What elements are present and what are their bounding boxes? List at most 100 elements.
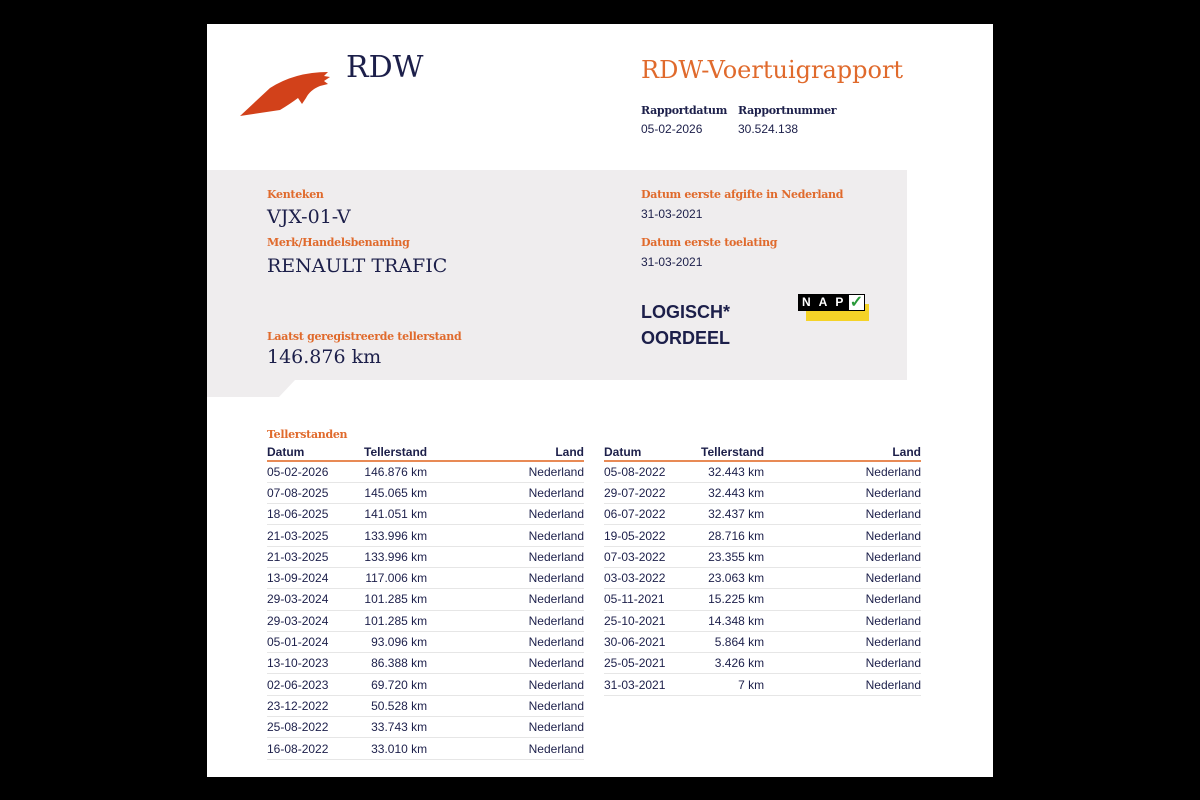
date-cell: 31-03-2021 (604, 673, 701, 696)
column-header: Tellerstand (364, 445, 428, 462)
check-icon: ✓ (848, 294, 865, 311)
reading-cell: 86.388 km (364, 652, 428, 675)
reading-cell: 93.096 km (364, 631, 428, 654)
date-cell: 02-06-2023 (267, 673, 364, 696)
odometer-value: 146.876 km (267, 346, 382, 368)
country-cell: Nederland (427, 567, 584, 590)
date-cell: 21-03-2025 (267, 546, 364, 568)
plate-value: VJX-01-V (267, 206, 351, 228)
date-cell: 29-03-2024 (267, 588, 364, 611)
reading-cell: 117.006 km (364, 567, 428, 590)
reading-cell: 15.225 km (701, 588, 765, 611)
date-cell: 07-03-2022 (604, 546, 701, 568)
table-row: 07-03-2022 23.355 km Nederland (604, 546, 921, 568)
country-cell: Nederland (764, 461, 921, 483)
column-header: Datum (604, 445, 701, 462)
date-cell: 03-03-2022 (604, 567, 701, 590)
first-admission-value: 31-03-2021 (641, 255, 703, 269)
date-cell: 05-01-2024 (267, 631, 364, 654)
column-header: Land (427, 445, 584, 462)
country-cell: Nederland (764, 482, 921, 505)
country-cell: Nederland (427, 461, 584, 483)
date-cell: 25-05-2021 (604, 652, 701, 675)
table-header: Datum Tellerstand Land (267, 445, 584, 462)
date-cell: 29-07-2022 (604, 482, 701, 505)
country-cell: Nederland (427, 588, 584, 611)
table-row: 19-05-2022 28.716 km Nederland (604, 524, 921, 547)
rdw-wing-logo-icon (240, 72, 330, 116)
nap-badge-icon: NAP ✓ (798, 294, 869, 321)
date-cell: 25-08-2022 (267, 716, 364, 739)
table-row: 25-10-2021 14.348 km Nederland (604, 610, 921, 632)
date-cell: 05-02-2026 (267, 461, 364, 483)
reading-cell: 23.355 km (701, 546, 765, 568)
reading-cell: 133.996 km (364, 524, 428, 547)
country-cell: Nederland (427, 524, 584, 547)
column-header: Tellerstand (701, 445, 765, 462)
reading-cell: 69.720 km (364, 673, 428, 696)
reading-cell: 32.443 km (701, 461, 765, 483)
report-page: RDW RDW-Voertuigrapport Rapportdatum 05-… (207, 24, 993, 777)
date-cell: 25-10-2021 (604, 610, 701, 632)
column-header: Land (764, 445, 921, 462)
reading-cell: 146.876 km (364, 461, 428, 483)
date-cell: 05-11-2021 (604, 588, 701, 611)
report-date: 05-02-2026 (641, 122, 703, 136)
table-row: 23-12-2022 50.528 km Nederland (267, 695, 584, 718)
table-row: 05-02-2026 146.876 km Nederland (267, 461, 584, 483)
country-cell: Nederland (427, 695, 584, 718)
table-row: 21-03-2025 133.996 km Nederland (267, 524, 584, 547)
column-header: Datum (267, 445, 364, 462)
reading-cell: 33.743 km (364, 716, 428, 739)
first-admission-label: Datum eerste toelating (641, 236, 778, 249)
reading-cell: 145.065 km (364, 482, 428, 505)
verdict-line1: LOGISCH* (641, 302, 731, 322)
table-row: 31-03-2021 7 km Nederland (604, 673, 921, 696)
country-cell: Nederland (764, 567, 921, 590)
table-row: 06-07-2022 32.437 km Nederland (604, 503, 921, 526)
readings-table-right: Datum Tellerstand Land 05-08-2022 32.443 km N… (604, 445, 921, 696)
table-row: 18-06-2025 141.051 km Nederland (267, 503, 584, 526)
readings-table-left: Datum Tellerstand Land 05-02-2026 146.876 km… (267, 445, 584, 760)
report-number-label: Rapportnummer (738, 104, 837, 117)
plate-label: Kenteken (267, 188, 324, 201)
report-title: RDW-Voertuigrapport (641, 56, 904, 84)
table-row: 16-08-2022 33.010 km Nederland (267, 737, 584, 760)
brand-value: RENAULT TRAFIC (267, 255, 448, 277)
first-issue-label: Datum eerste afgifte in Nederland (641, 188, 844, 201)
table-row: 21-03-2025 133.996 km Nederland (267, 546, 584, 568)
table-row: 25-08-2022 33.743 km Nederland (267, 716, 584, 739)
country-cell: Nederland (427, 610, 584, 632)
reading-cell: 28.716 km (701, 524, 765, 547)
country-cell: Nederland (764, 673, 921, 696)
verdict-line2: OORDEEL (641, 328, 731, 348)
brand-label: Merk/Handelsbenaming (267, 236, 410, 249)
country-cell: Nederland (764, 503, 921, 526)
table-row: 13-09-2024 117.006 km Nederland (267, 567, 584, 590)
date-cell: 18-06-2025 (267, 503, 364, 526)
report-date-label: Rapportdatum (641, 104, 728, 117)
country-cell: Nederland (427, 737, 584, 760)
date-cell: 19-05-2022 (604, 524, 701, 547)
verdict: LOGISCH* OORDEEL (641, 299, 730, 351)
table-row: 05-01-2024 93.096 km Nederland (267, 631, 584, 654)
country-cell: Nederland (764, 610, 921, 632)
first-issue-value: 31-03-2021 (641, 207, 703, 221)
date-cell: 06-07-2022 (604, 503, 701, 526)
date-cell: 21-03-2025 (267, 524, 364, 547)
date-cell: 13-10-2023 (267, 652, 364, 675)
table-row: 29-03-2024 101.285 km Nederland (267, 588, 584, 611)
reading-cell: 32.437 km (701, 503, 765, 526)
date-cell: 30-06-2021 (604, 631, 701, 654)
reading-cell: 5.864 km (701, 631, 765, 654)
odometer-label: Laatst geregistreerde tellerstand (267, 330, 462, 343)
table-row: 29-03-2024 101.285 km Nederland (267, 610, 584, 632)
date-cell: 05-08-2022 (604, 461, 701, 483)
vehicle-summary-band (207, 170, 907, 397)
reading-cell: 101.285 km (364, 588, 428, 611)
date-cell: 29-03-2024 (267, 610, 364, 632)
reading-cell: 23.063 km (701, 567, 765, 590)
reading-cell: 3.426 km (701, 652, 765, 675)
reading-cell: 14.348 km (701, 610, 765, 632)
table-row: 02-06-2023 69.720 km Nederland (267, 673, 584, 696)
